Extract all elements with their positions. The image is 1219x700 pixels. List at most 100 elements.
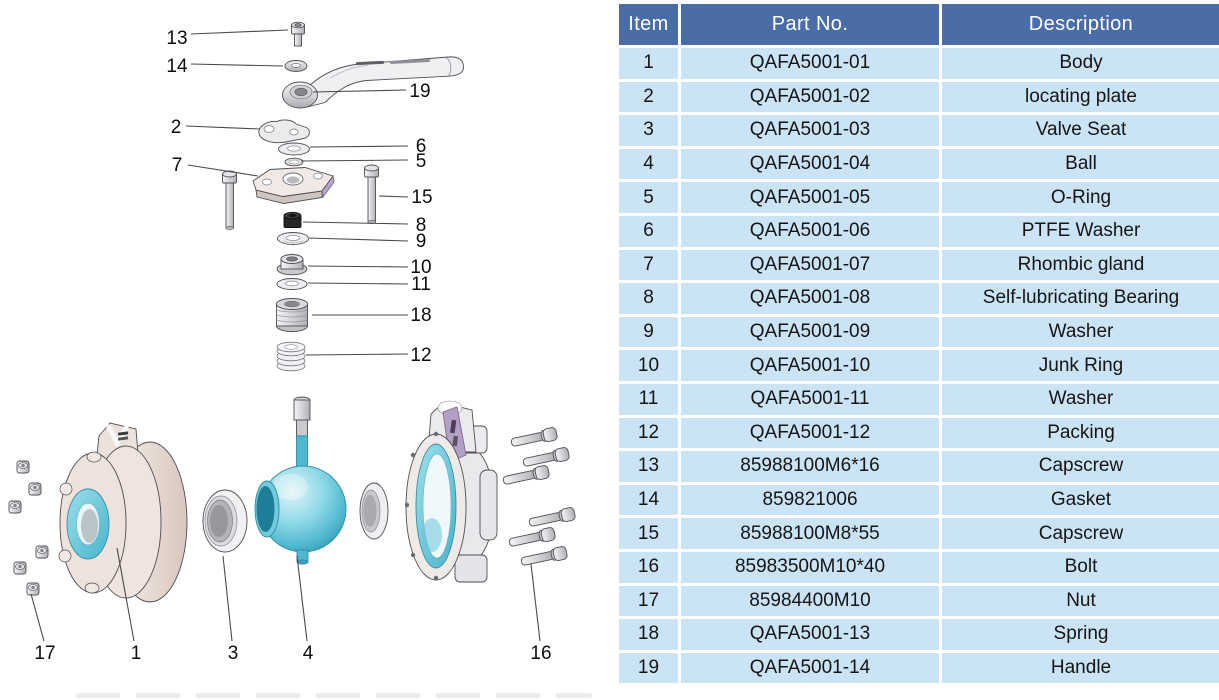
- rhombic-gland-7-part: [252, 167, 335, 204]
- part-no-cell: QAFA5001-08: [681, 283, 939, 314]
- spring-18-part: [276, 298, 308, 332]
- table-row: 2 QAFA5001-02 locating plate: [619, 81, 1219, 113]
- locating-plate-2-part: [258, 119, 310, 144]
- callout-14: 14: [166, 56, 188, 77]
- item-cell: 1: [619, 48, 678, 79]
- item-cell: 9: [619, 316, 678, 348]
- part-no-cell: QAFA5001-03: [681, 115, 939, 146]
- part-no-cell: 85984400M10: [681, 585, 939, 617]
- description-cell: Packing: [942, 417, 1219, 449]
- description-cell: Ball: [942, 148, 1219, 180]
- description-cell: Capscrew: [942, 451, 1219, 482]
- junk-ring-10-part: [276, 254, 308, 276]
- item-cell: 11: [619, 383, 678, 415]
- table-row: 15 85988100M8*55 Capscrew: [619, 518, 1219, 549]
- table-row: 3 QAFA5001-03 Valve Seat: [619, 115, 1219, 146]
- item-cell: 12: [619, 417, 678, 449]
- item-cell: 19: [619, 652, 678, 684]
- capscrew-15-part: [364, 164, 379, 224]
- part-no-cell: QAFA5001-02: [681, 81, 939, 113]
- callout-10: 10: [410, 257, 431, 278]
- item-cell: 7: [619, 249, 678, 281]
- item-cell: 6: [619, 215, 678, 247]
- item-cell: 16: [619, 551, 678, 583]
- cropped-caption-strip: [76, 693, 592, 698]
- item-cell: 4: [619, 148, 678, 180]
- table-row: 8 QAFA5001-08 Self-lubricating Bearing: [619, 283, 1219, 314]
- callout-16: 16: [530, 643, 551, 664]
- callout-1: 1: [131, 643, 142, 664]
- nuts-17-part: [8, 460, 49, 596]
- part-no-cell: 85988100M6*16: [681, 451, 939, 482]
- description-cell: Valve Seat: [942, 115, 1219, 146]
- callout-19: 19: [409, 81, 430, 102]
- description-cell: Handle: [942, 652, 1219, 684]
- part-no-cell: QAFA5001-09: [681, 316, 939, 348]
- col-header-part-no: Part No.: [681, 4, 939, 45]
- item-cell: 15: [619, 518, 678, 549]
- description-cell: O-Ring: [942, 182, 1219, 213]
- stem-parts-stack: [222, 21, 464, 372]
- table-row: 11 QAFA5001-11 Washer: [619, 383, 1219, 415]
- callout-labels: 13 14 19 2 6 5 7 15 8 9 10 11 18 12 17 1…: [34, 28, 551, 664]
- description-cell: Bolt: [942, 551, 1219, 583]
- o-ring-5-part: [284, 157, 304, 167]
- description-cell: Nut: [942, 585, 1219, 617]
- part-no-cell: QAFA5001-01: [681, 48, 939, 79]
- parts-table-body: 1 QAFA5001-01 Body 2 QAFA5001-02 locating pla…: [619, 48, 1219, 684]
- callout-12: 12: [410, 345, 431, 366]
- callout-6: 6: [416, 136, 427, 157]
- table-row: 13 85988100M6*16 Capscrew: [619, 451, 1219, 482]
- part-no-cell: QAFA5001-06: [681, 215, 939, 247]
- table-header-row: Item Part No. Description: [619, 4, 1219, 45]
- callout-8: 8: [416, 215, 427, 236]
- exploded-view-diagram: 13 14 19 2 6 5 7 15 8 9 10 11 18 12 17 1…: [8, 21, 576, 664]
- body-1-part: [58, 422, 188, 603]
- col-header-description: Description: [942, 4, 1219, 45]
- table-row: 1 QAFA5001-01 Body: [619, 48, 1219, 79]
- valve-seat-3-part: [202, 489, 248, 553]
- bearing-8-part: [283, 211, 302, 228]
- handle-19-part: [282, 56, 464, 109]
- description-cell: Spring: [942, 619, 1219, 650]
- description-cell: PTFE Washer: [942, 215, 1219, 247]
- part-no-cell: 85988100M8*55: [681, 518, 939, 549]
- callout-11: 11: [411, 274, 431, 295]
- part-no-cell: QAFA5001-14: [681, 652, 939, 684]
- parts-table: Item Part No. Description 1 QAFA5001-01 Bo…: [616, 1, 1219, 686]
- description-cell: Rhombic gland: [942, 249, 1219, 281]
- part-no-cell: QAFA5001-10: [681, 350, 939, 381]
- table-row: 7 QAFA5001-07 Rhombic gland: [619, 249, 1219, 281]
- table-row: 17 85984400M10 Nut: [619, 585, 1219, 617]
- ball-valve-exploded-drawing: 13 14 19 2 6 5 7 15 8 9 10 11 18 12 17 1…: [8, 21, 576, 664]
- item-cell: 10: [619, 350, 678, 381]
- callout-5: 5: [416, 151, 427, 172]
- packing-12-part: [276, 341, 306, 372]
- table-row: 4 QAFA5001-04 Ball: [619, 148, 1219, 180]
- item-cell: 17: [619, 585, 678, 617]
- table-row: 9 QAFA5001-09 Washer: [619, 316, 1219, 348]
- callout-3: 3: [228, 643, 239, 664]
- table-row: 16 85983500M10*40 Bolt: [619, 551, 1219, 583]
- callout-9: 9: [416, 231, 427, 252]
- leader-lines: [30, 29, 541, 642]
- description-cell: locating plate: [942, 81, 1219, 113]
- body-parts-row: [8, 396, 576, 603]
- col-header-item: Item: [619, 4, 678, 45]
- item-cell: 8: [619, 283, 678, 314]
- part-no-cell: 859821006: [681, 484, 939, 516]
- callout-15: 15: [411, 187, 432, 208]
- table-row: 6 QAFA5001-06 PTFE Washer: [619, 215, 1219, 247]
- table-row: 14 859821006 Gasket: [619, 484, 1219, 516]
- capscrew-13-part: [291, 21, 305, 47]
- callout-2: 2: [171, 117, 182, 138]
- washer-9-part: [277, 232, 309, 245]
- description-cell: Gasket: [942, 484, 1219, 516]
- callout-17: 17: [34, 643, 55, 664]
- description-cell: Washer: [942, 316, 1219, 348]
- capscrew-left-part: [222, 170, 237, 230]
- description-cell: Washer: [942, 383, 1219, 415]
- part-no-cell: QAFA5001-07: [681, 249, 939, 281]
- part-no-cell: 85983500M10*40: [681, 551, 939, 583]
